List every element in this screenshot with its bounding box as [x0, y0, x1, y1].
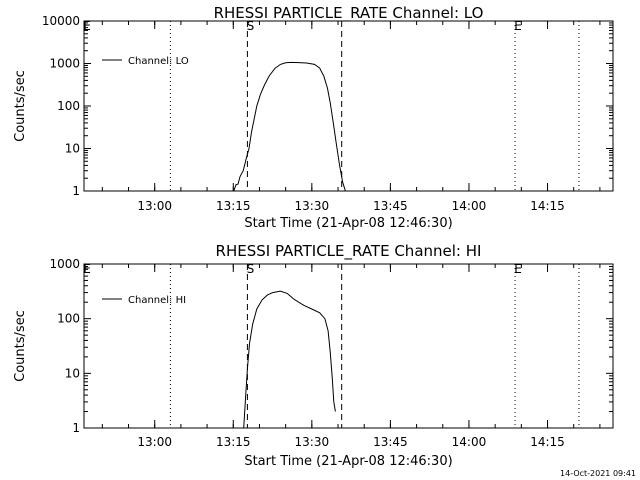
- legend-label: Channel: LO: [128, 56, 189, 67]
- x-tick-label: 13:00: [137, 435, 172, 449]
- y-tick-label: 100: [57, 99, 80, 113]
- x-tick-label: 13:30: [295, 435, 330, 449]
- x-tick-label: 13:15: [216, 199, 251, 213]
- marker-label: S: [247, 19, 255, 33]
- y-tick-label: 1000: [49, 57, 80, 71]
- marker-label: E: [514, 262, 522, 276]
- x-tick-label: 13:45: [373, 199, 408, 213]
- y-tick-label: 10: [65, 366, 80, 380]
- x-tick-label: 14:00: [452, 435, 487, 449]
- x-tick-label: 13:15: [216, 435, 251, 449]
- marker-label: E: [83, 19, 91, 33]
- series-line: [243, 290, 336, 429]
- x-tick-label: 13:30: [295, 199, 330, 213]
- y-tick-label: 1: [72, 184, 80, 198]
- marker-label: S: [247, 262, 255, 276]
- marker-label: E: [514, 19, 522, 33]
- chart-title: RHESSI PARTICLE_RATE Channel: HI: [216, 242, 482, 261]
- plot-frame: [83, 263, 614, 429]
- x-tick-label: 14:15: [530, 199, 565, 213]
- y-tick-label: 1: [72, 421, 80, 435]
- x-axis-label: Start Time (21-Apr-08 12:46:30): [244, 454, 452, 469]
- x-tick-label: 13:00: [137, 199, 172, 213]
- y-axis-label: Counts/sec: [13, 70, 28, 142]
- plot-frame: [83, 20, 614, 192]
- x-tick-label: 14:00: [452, 199, 487, 213]
- x-tick-label: 13:45: [373, 435, 408, 449]
- y-tick-label: 1000: [49, 257, 80, 271]
- x-axis-label: Start Time (21-Apr-08 12:46:30): [244, 216, 452, 231]
- footer-timestamp: 14-Oct-2021 09:41: [560, 469, 636, 478]
- y-tick-label: 10000: [42, 14, 80, 28]
- y-tick-label: 10: [65, 142, 80, 156]
- y-axis-label: Counts/sec: [13, 310, 28, 382]
- y-tick-label: 100: [57, 312, 80, 326]
- chart-title: RHESSI PARTICLE_RATE Channel: LO: [214, 4, 484, 23]
- legend-label: Channel: HI: [128, 295, 186, 306]
- marker-label: E: [83, 262, 91, 276]
- lo-channel-chart: RHESSI PARTICLE_RATE Channel: LO 1 10 100 10…: [13, 4, 614, 231]
- x-tick-label: 14:15: [530, 435, 565, 449]
- series-line: [233, 61, 346, 192]
- hi-channel-chart: RHESSI PARTICLE_RATE Channel: HI 1 10 100 10…: [13, 242, 614, 469]
